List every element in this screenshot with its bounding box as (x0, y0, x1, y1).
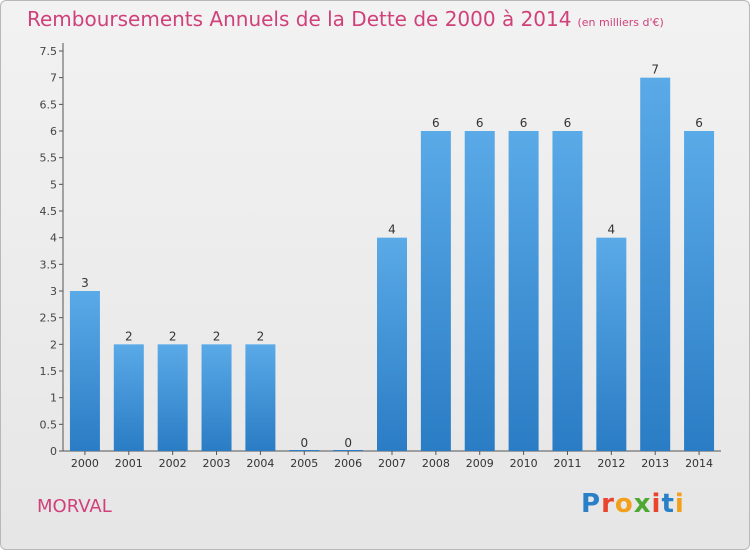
x-tick-label: 2006 (334, 457, 362, 470)
logo-letter: o (614, 489, 634, 519)
data-label: 3 (81, 276, 89, 290)
y-tick-label: 2 (50, 338, 57, 351)
bar (552, 131, 583, 451)
logo-letter: x (633, 489, 652, 519)
data-label: 2 (169, 329, 177, 343)
y-tick-label: 1.5 (40, 365, 58, 378)
logo-letter: P (581, 489, 602, 519)
bar (377, 237, 407, 451)
x-tick-label: 2005 (290, 457, 318, 470)
bar (157, 344, 188, 451)
bar (333, 450, 364, 451)
x-tick-label: 2009 (466, 457, 494, 470)
y-tick-label: 4.5 (40, 205, 58, 218)
y-tick-label: 3.5 (40, 258, 58, 271)
logo-letter: t (661, 489, 675, 519)
x-tick-label: 2004 (246, 457, 274, 470)
data-label: 6 (432, 116, 440, 130)
data-label: 2 (125, 329, 133, 343)
data-labels: 3 2 2 2 2 0 0 4 6 6 6 6 4 7 6 (81, 63, 703, 450)
y-tick-label: 6 (50, 125, 57, 138)
data-label: 6 (564, 116, 572, 130)
logo-letter: r (601, 489, 615, 519)
x-tick-label: 2003 (203, 457, 231, 470)
bar (69, 291, 100, 451)
axes: 0 0.5 1 1.5 2 2.5 3 3.5 4 4.5 5 5.5 6 6.5 7 7.5 2000 2001… (40, 43, 721, 470)
y-tick-label: 0 (50, 445, 57, 458)
x-tick-label: 2007 (378, 457, 406, 470)
data-label: 0 (344, 436, 352, 450)
x-tick-label: 2010 (510, 457, 538, 470)
y-tick-label: 6.5 (40, 98, 58, 111)
bar (245, 344, 276, 451)
x-tick-label: 2011 (553, 457, 581, 470)
data-label: 7 (651, 63, 659, 77)
bar (113, 344, 144, 451)
y-tick-label: 3 (50, 285, 57, 298)
y-tick-label: 7 (50, 72, 57, 85)
x-tick-label: 2001 (115, 457, 143, 470)
data-label: 6 (695, 116, 703, 130)
bar (289, 450, 320, 451)
bar (201, 344, 232, 451)
chart-title: Remboursements Annuels de la Dette de 20… (27, 7, 664, 31)
y-tick-label: 0.5 (40, 418, 58, 431)
data-label: 4 (388, 223, 396, 237)
y-tick-label: 5 (50, 178, 57, 191)
town-name: MORVAL (37, 496, 112, 517)
logo-letter: i (651, 489, 662, 519)
y-tick-label: 7.5 (40, 45, 58, 58)
chart-unit: (en milliers d'€) (577, 16, 664, 29)
bar (464, 131, 495, 451)
data-label: 2 (213, 329, 221, 343)
bar (684, 131, 715, 451)
y-tick-label: 5.5 (40, 152, 58, 165)
x-tick-label: 2012 (597, 457, 625, 470)
x-tick-label: 2002 (159, 457, 187, 470)
data-label: 6 (476, 116, 484, 130)
bar (640, 77, 671, 452)
x-tick-label: 2013 (641, 457, 669, 470)
bar (596, 237, 627, 451)
bars (69, 77, 715, 452)
data-label: 2 (257, 329, 265, 343)
x-tick-label: 2014 (685, 457, 713, 470)
y-tick-label: 1 (50, 392, 57, 405)
data-label: 4 (608, 223, 616, 237)
data-label: 0 (300, 436, 308, 450)
y-tick-label: 2.5 (40, 312, 58, 325)
data-label: 6 (520, 116, 528, 130)
x-tick-label: 2000 (71, 457, 99, 470)
logo-letter: i (674, 489, 685, 519)
y-tick-label: 4 (50, 232, 57, 245)
bar (420, 131, 451, 451)
proxiti-logo: Proxiti (581, 489, 685, 519)
bar (508, 131, 539, 451)
x-tick-label: 2008 (422, 457, 450, 470)
chart-title-text: Remboursements Annuels de la Dette de 20… (27, 7, 572, 31)
